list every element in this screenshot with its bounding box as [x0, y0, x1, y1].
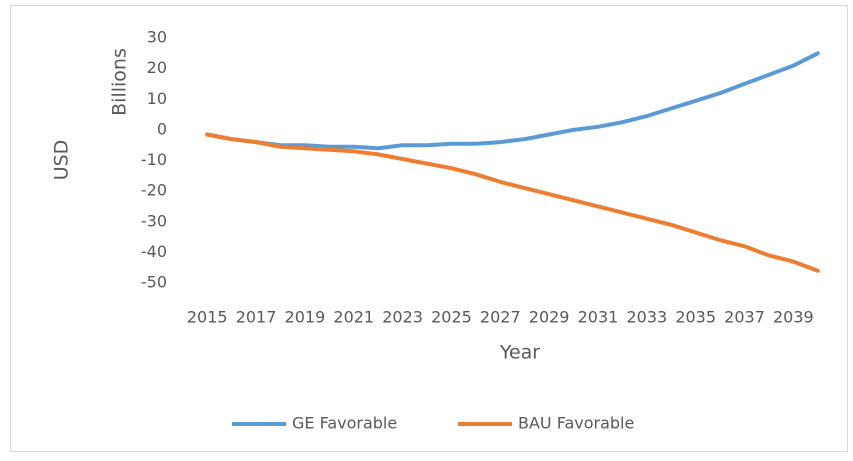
- x-tick-label: 2037: [724, 308, 765, 327]
- y-tick-label: -40: [141, 242, 167, 261]
- y-tick-label: 0: [157, 119, 167, 138]
- y-unit-label: Billions: [109, 48, 131, 116]
- x-tick-label: 2039: [773, 308, 814, 327]
- x-tick-label: 2021: [333, 308, 374, 327]
- x-tick-label: 2019: [285, 308, 326, 327]
- y-tick-label: -20: [141, 181, 167, 200]
- x-tick-label: 2035: [675, 308, 716, 327]
- y-axis-title: USD: [51, 140, 73, 181]
- x-tick-label: 2017: [236, 308, 277, 327]
- x-tick-label: 2015: [187, 308, 228, 327]
- x-tick-label: 2027: [480, 308, 521, 327]
- legend-label: BAU Favorable: [518, 414, 634, 433]
- x-tick-label: 2033: [626, 308, 667, 327]
- x-tick-label: 2023: [382, 308, 423, 327]
- legend-label: GE Favorable: [292, 414, 397, 433]
- y-tick-label: 20: [147, 58, 167, 77]
- y-tick-label: 30: [147, 28, 167, 47]
- y-tick-label: -10: [141, 150, 167, 169]
- y-tick-label: -50: [141, 273, 167, 292]
- series-line: [205, 51, 820, 151]
- y-tick-label: -30: [141, 211, 167, 230]
- chart-border: [10, 5, 848, 452]
- x-tick-label: 2031: [578, 308, 619, 327]
- x-axis-title: Year: [499, 342, 540, 364]
- y-tick-label: 10: [147, 89, 167, 108]
- x-tick-label: 2025: [431, 308, 472, 327]
- x-tick-label: 2029: [529, 308, 570, 327]
- series-line: [205, 132, 820, 273]
